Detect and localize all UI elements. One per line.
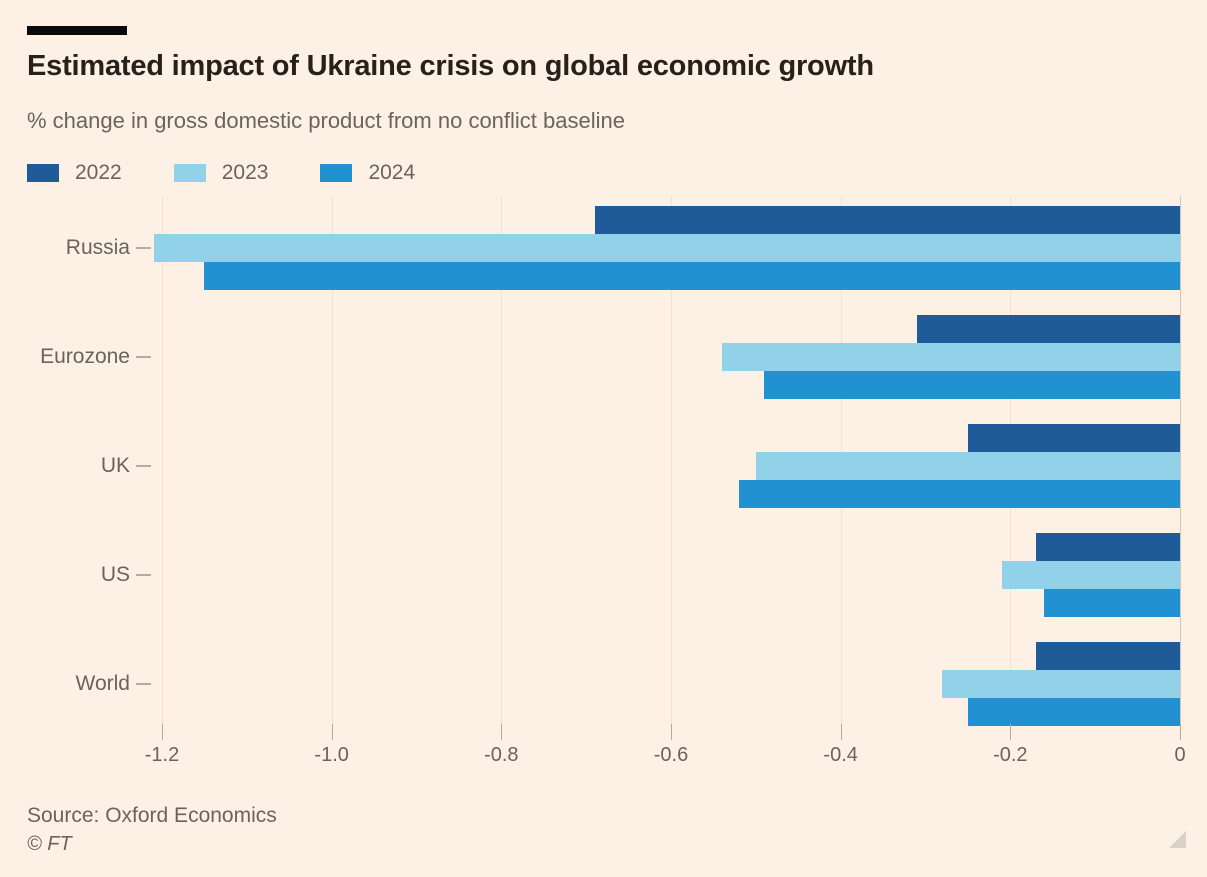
legend-item-2023: 2023 [173, 161, 269, 185]
bar-world-2022 [1036, 642, 1180, 670]
bar-us-2023 [1002, 561, 1180, 589]
chart-title: Estimated impact of Ukraine crisis on gl… [27, 50, 874, 82]
x-axis-tick [671, 724, 672, 740]
x-axis-tick-label: -0.8 [484, 744, 519, 766]
x-axis-tick-label: -0.2 [993, 744, 1028, 766]
bar-world-2024 [968, 698, 1180, 726]
y-axis-tick [136, 574, 151, 576]
bar-eurozone-2022 [917, 315, 1180, 343]
y-axis-category-label: Eurozone [40, 345, 130, 368]
y-axis-category-label: Russia [65, 236, 130, 259]
legend: 2022 2023 2024 [27, 161, 415, 185]
bar-eurozone-2024 [764, 371, 1180, 399]
x-axis-tick [1010, 724, 1012, 740]
chart-subtitle: % change in gross domestic product from … [27, 108, 625, 133]
ft-accent-bar [27, 26, 127, 35]
bar-russia-2022 [595, 206, 1180, 234]
gridline [671, 196, 672, 724]
bar-uk-2023 [756, 452, 1180, 480]
gridline [331, 196, 333, 724]
x-axis-tick-label: 0 [1174, 744, 1186, 766]
bar-uk-2022 [968, 424, 1180, 452]
x-axis-tick-label: -0.6 [653, 744, 689, 766]
x-axis-tick [840, 724, 842, 740]
copyright-note: © FT [27, 833, 72, 855]
y-axis-tick [136, 465, 151, 467]
legend-label: 2022 [75, 161, 122, 184]
source-note: Source: Oxford Economics [27, 804, 277, 827]
bar-russia-2023 [154, 234, 1180, 262]
resize-handle-icon [1169, 831, 1186, 848]
y-axis-tick [136, 356, 151, 358]
bar-russia-2024 [204, 262, 1180, 290]
legend-label: 2023 [221, 161, 269, 184]
legend-swatch-2022 [27, 164, 59, 182]
bar-uk-2024 [739, 480, 1180, 508]
x-axis-tick-label: -1.0 [314, 744, 349, 766]
legend-item-2024: 2024 [320, 161, 415, 185]
y-axis-tick [136, 683, 151, 685]
bar-us-2024 [1044, 589, 1180, 617]
x-axis-tick-label: -1.2 [144, 744, 180, 766]
x-axis-tick [331, 724, 333, 740]
gridline [501, 196, 503, 724]
x-axis-tick-label: -0.4 [823, 744, 858, 766]
bar-world-2023 [942, 670, 1180, 698]
bar-us-2022 [1036, 533, 1180, 561]
legend-swatch-2024 [320, 164, 353, 182]
y-axis-category-label: UK [100, 454, 130, 477]
zero-axis-line [1180, 196, 1181, 740]
legend-item-2022: 2022 [27, 161, 122, 185]
x-axis-tick [162, 724, 163, 740]
x-axis-tick [1180, 724, 1181, 740]
y-axis-category-label: World [75, 672, 130, 695]
y-axis-tick [136, 247, 151, 249]
x-axis-tick [501, 724, 503, 740]
y-axis-category-label: US [100, 563, 130, 586]
bar-eurozone-2023 [722, 343, 1180, 371]
gridline [162, 196, 163, 724]
legend-swatch-2023 [173, 164, 206, 182]
legend-label: 2024 [368, 161, 416, 184]
